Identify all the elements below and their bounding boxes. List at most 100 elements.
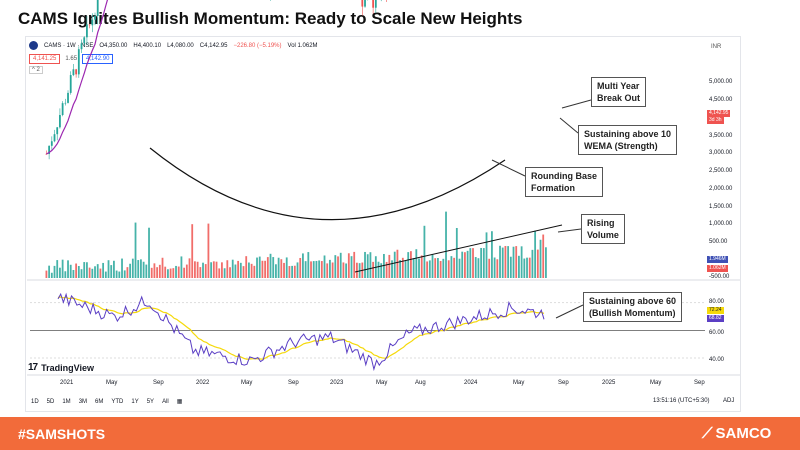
- x-tick: 2021: [60, 380, 74, 386]
- volume-bar: [253, 265, 256, 278]
- volume-bar: [293, 265, 296, 278]
- volume-bar: [304, 261, 307, 278]
- volume-bar: [86, 262, 88, 278]
- candle-body: [48, 145, 51, 155]
- volume-bar: [250, 263, 253, 278]
- volume-bar: [126, 267, 129, 278]
- buy-button[interactable]: 4,142.90: [82, 54, 114, 64]
- volume-bar: [501, 247, 504, 278]
- volume-bar: [450, 256, 453, 278]
- x-tick: May: [106, 380, 118, 386]
- volume-bar: [110, 265, 113, 278]
- chart-canvas[interactable]: [0, 0, 800, 417]
- annotation-pointer: [491, 159, 526, 177]
- volume-bar: [164, 266, 167, 278]
- volume-bar: [266, 257, 269, 278]
- symbol-logo-icon: [29, 41, 38, 50]
- volume-bar: [140, 259, 142, 278]
- footer-brand-label: SAMCO: [715, 425, 772, 442]
- rsi-tick: 40.00: [709, 357, 725, 363]
- timeframe-button[interactable]: 5D: [46, 398, 55, 405]
- timeframe-button[interactable]: YTD: [111, 398, 124, 405]
- timeframe-button[interactable]: 6M: [95, 398, 104, 405]
- price-tick: 3,500.00: [709, 133, 733, 139]
- x-tick: May: [241, 380, 253, 386]
- volume-bar: [526, 257, 528, 278]
- volume-bar: [261, 260, 264, 278]
- annotation-line: Formation: [531, 183, 575, 193]
- timeframe-button[interactable]: 3M: [78, 398, 88, 405]
- volume-bar: [275, 264, 277, 278]
- symbol-bar: CAMS · 1W · NSE O4,350.00 H4,400.10 L4,0…: [29, 41, 318, 50]
- annotation-pointer: [559, 117, 579, 134]
- volume-bar: [94, 266, 96, 278]
- annotation-pointer: [557, 228, 582, 233]
- adj-toggle[interactable]: ADJ: [723, 398, 735, 404]
- volume-bar: [437, 258, 439, 278]
- volume-bar: [277, 257, 280, 278]
- volume-bar: [512, 246, 515, 278]
- x-tick: May: [376, 380, 388, 386]
- volume-bar: [542, 234, 545, 278]
- candle-body: [53, 134, 56, 142]
- candle-body: [56, 127, 59, 135]
- x-tick: 2022: [196, 380, 210, 386]
- volume-bar: [491, 231, 493, 278]
- symbol-name[interactable]: CAMS · 1W · NSE: [44, 42, 94, 49]
- annotation-pointer: [555, 304, 584, 319]
- volume-bar: [415, 249, 418, 278]
- volume-bar: [169, 268, 172, 278]
- volume-bar: [515, 246, 518, 278]
- volume-bar: [131, 258, 134, 278]
- x-tick: May: [513, 380, 525, 386]
- x-tick: Sep: [153, 380, 164, 386]
- volume-bar: [507, 246, 510, 278]
- tradingview-mark-icon: 17: [28, 362, 38, 373]
- volume-bar: [115, 270, 118, 278]
- currency-label[interactable]: INR: [711, 44, 722, 50]
- last-price-tag: 4,142.95: [707, 110, 731, 117]
- volume-bar: [67, 260, 69, 278]
- volume-bar: [175, 265, 177, 278]
- calendar-icon[interactable]: ▦: [176, 399, 183, 405]
- volume-bar: [242, 266, 245, 278]
- volume-bar: [185, 264, 188, 278]
- volume-bar: [180, 256, 183, 278]
- tradingview-logo[interactable]: 17 TradingView: [28, 362, 94, 373]
- volume-bar: [312, 261, 315, 278]
- volume-bar: [388, 254, 391, 278]
- annotation-line: Sustaining above 60: [589, 296, 677, 306]
- volume-bar: [59, 267, 61, 278]
- timeframe-button[interactable]: 5Y: [146, 398, 155, 405]
- volume-bar: [113, 260, 115, 278]
- volume-bar: [56, 260, 59, 278]
- volume-bar: [283, 262, 285, 278]
- volume-bar: [420, 255, 423, 278]
- timeframe-button[interactable]: 1D: [31, 398, 39, 405]
- volume-bar: [291, 265, 294, 278]
- volume-bar: [464, 252, 466, 278]
- volume-bar: [64, 271, 67, 278]
- volume-bar: [167, 269, 169, 278]
- volume-bar: [493, 257, 496, 278]
- volume-bar: [518, 255, 520, 278]
- candle-body: [91, 19, 94, 26]
- open-value: O4,350.00: [99, 42, 128, 49]
- timeframe-button[interactable]: All: [162, 398, 169, 405]
- volume-bar: [83, 262, 86, 278]
- collapse-indicators-button[interactable]: ^ 2: [29, 66, 43, 74]
- annotation-line: WEMA (Strength): [584, 141, 658, 151]
- candle-body: [61, 103, 64, 116]
- candle-body: [83, 37, 86, 44]
- volume-bar: [310, 261, 312, 278]
- volume-bar: [107, 260, 110, 278]
- candle-body: [75, 69, 78, 75]
- timeframe-button[interactable]: 1M: [62, 398, 71, 405]
- volume-bar: [172, 268, 175, 278]
- quote-boxes: 4,141.25 1.65 4,142.90: [29, 54, 114, 64]
- timeframe-button[interactable]: 1Y: [131, 398, 139, 405]
- sell-button[interactable]: 4,141.25: [29, 54, 61, 64]
- x-tick: 2025: [602, 380, 616, 386]
- volume-bar: [104, 271, 107, 278]
- volume-bar: [380, 263, 383, 278]
